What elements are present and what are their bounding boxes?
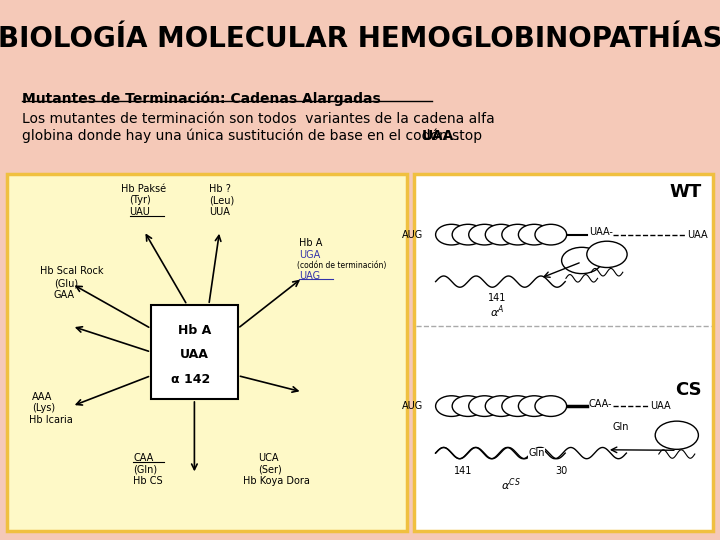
Circle shape [452, 396, 484, 416]
Text: UAA: UAA [422, 129, 454, 143]
Text: UAG: UAG [299, 271, 320, 280]
Text: UAA: UAA [650, 401, 671, 411]
Text: CAA-: CAA- [589, 399, 613, 409]
Text: $\alpha^{CS}$: $\alpha^{CS}$ [501, 477, 521, 494]
Circle shape [485, 224, 517, 245]
Text: .: . [451, 129, 460, 143]
Text: (Lys): (Lys) [32, 403, 55, 414]
Text: Hb A: Hb A [178, 325, 211, 338]
Text: CS: CS [675, 381, 702, 399]
Text: (codón de terminación): (codón de terminación) [297, 261, 386, 269]
Circle shape [535, 224, 567, 245]
Circle shape [469, 224, 500, 245]
Text: CAA: CAA [133, 453, 153, 463]
Text: Hb CS: Hb CS [133, 476, 163, 487]
Circle shape [469, 396, 500, 416]
Text: UAA: UAA [180, 348, 209, 361]
Circle shape [518, 224, 550, 245]
Text: Mutantes de Terminación: Cadenas Alargadas: Mutantes de Terminación: Cadenas Alargad… [22, 91, 380, 106]
Text: UCA: UCA [258, 453, 278, 463]
Circle shape [502, 224, 534, 245]
Text: 141: 141 [487, 293, 506, 303]
Text: α 142: α 142 [171, 373, 210, 386]
Text: UAA-: UAA- [589, 227, 613, 237]
Text: (Gln): (Gln) [133, 464, 158, 475]
Text: Gln: Gln [613, 422, 629, 432]
Text: Gln: Gln [528, 448, 544, 458]
Circle shape [502, 396, 534, 416]
Circle shape [562, 247, 602, 274]
Text: AUG: AUG [402, 401, 423, 411]
Circle shape [452, 224, 484, 245]
Text: UAA: UAA [688, 230, 708, 240]
Text: Hb ?: Hb ? [209, 184, 230, 193]
Text: 141: 141 [454, 466, 472, 476]
Text: UUA: UUA [209, 207, 230, 217]
Circle shape [485, 396, 517, 416]
Text: AAA: AAA [32, 392, 53, 402]
Circle shape [518, 396, 550, 416]
Circle shape [587, 241, 627, 267]
Text: Hb Paksé: Hb Paksé [121, 184, 166, 193]
FancyBboxPatch shape [151, 305, 238, 399]
FancyBboxPatch shape [414, 173, 713, 531]
Text: Hb Scal Rock: Hb Scal Rock [40, 266, 103, 276]
Circle shape [535, 396, 567, 416]
Circle shape [436, 224, 467, 245]
Text: 30: 30 [555, 466, 568, 476]
Text: AUG: AUG [402, 230, 423, 240]
Text: (Ser): (Ser) [258, 464, 282, 475]
Text: Los mutantes de terminación son todos  variantes de la cadena alfa: Los mutantes de terminación son todos va… [22, 112, 495, 126]
Text: globina donde hay una única sustitución de base en el codón stop: globina donde hay una única sustitución … [22, 129, 486, 144]
Text: BIOLOGÍA MOLECULAR HEMOGLOBINOPATHÍAS: BIOLOGÍA MOLECULAR HEMOGLOBINOPATHÍAS [0, 25, 720, 52]
Text: Hb Koya Dora: Hb Koya Dora [243, 476, 310, 487]
Text: UGA: UGA [299, 250, 320, 260]
Text: WT: WT [670, 184, 702, 201]
Text: UAU: UAU [130, 207, 150, 217]
FancyBboxPatch shape [7, 173, 407, 531]
Text: Hb Icaria: Hb Icaria [29, 415, 73, 425]
Text: (Glu): (Glu) [54, 278, 78, 288]
Circle shape [436, 396, 467, 416]
Circle shape [655, 421, 698, 449]
Text: $\alpha^A$: $\alpha^A$ [490, 303, 504, 320]
Text: Hb A: Hb A [299, 238, 322, 248]
Text: (Tyr): (Tyr) [130, 195, 151, 205]
Text: GAA: GAA [54, 290, 75, 300]
Text: (Leu): (Leu) [209, 195, 234, 205]
